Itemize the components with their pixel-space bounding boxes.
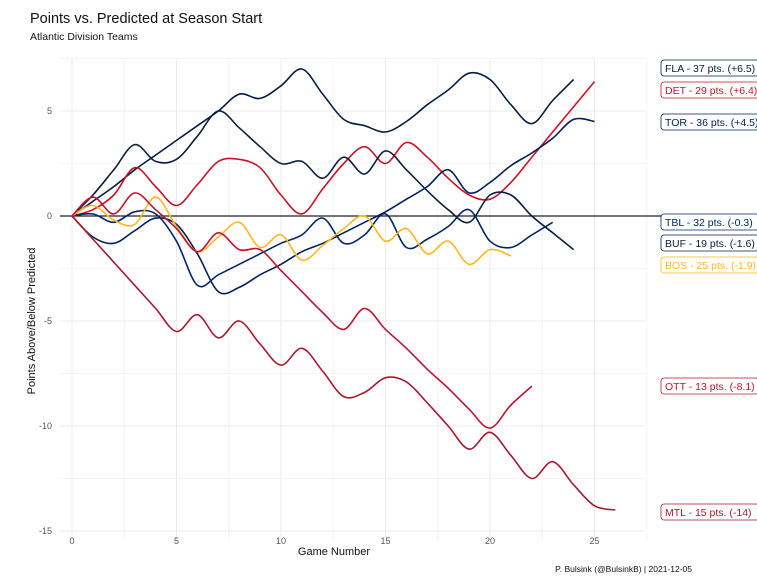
end-label-box (660, 81, 757, 99)
end-label-text: OTT - 13 pts. (-8.1) (665, 381, 755, 393)
series-line-tbl (71, 208, 554, 288)
y-axis-ticks: 5 0 -5 -10 -15 (39, 106, 52, 536)
end-label-box (660, 377, 757, 395)
series-line-fla (71, 68, 575, 217)
end-label-box (660, 256, 757, 274)
end-label-mtl: MTL - 15 pts. (-14) (660, 503, 757, 521)
series-line-bos (71, 196, 512, 266)
end-label-box (660, 59, 757, 77)
y-axis-label: Points Above/Below Predicted (26, 248, 38, 395)
x-tick-label: 15 (380, 536, 390, 546)
series-line-det (71, 81, 596, 217)
end-label-box (660, 213, 757, 231)
end-label-text: TOR - 36 pts. (+4.5) (665, 117, 757, 129)
grid (60, 58, 648, 540)
end-label-text: DET - 29 pts. (+6.4) (665, 85, 757, 97)
y-tick-label: 5 (47, 106, 52, 116)
end-label-box (660, 234, 757, 252)
series-line-tor (71, 117, 595, 295)
x-tick-label: 0 (69, 536, 74, 546)
end-label-text: BUF - 19 pts. (-1.6) (665, 238, 755, 250)
y-tick-label: -15 (39, 526, 52, 536)
chart-caption: P. Bulsink (@BulsinkB) | 2021-12-05 (555, 564, 692, 574)
end-label-text: MTL - 15 pts. (-14) (665, 507, 752, 519)
chart-subtitle: Atlantic Division Teams (30, 31, 138, 43)
series-line-mtl (71, 215, 616, 511)
series-line-ott (71, 192, 533, 429)
end-label-tbl: TBL - 32 pts. (-0.3) (660, 213, 757, 231)
y-tick-label: 0 (47, 211, 52, 221)
x-tick-label: 20 (485, 536, 495, 546)
end-label-text: BOS - 25 pts. (-1.9) (665, 260, 756, 272)
y-tick-label: -5 (44, 316, 52, 326)
x-axis-label: Game Number (298, 546, 370, 558)
end-label-fla: FLA - 37 pts. (+6.5) (660, 59, 757, 77)
x-tick-label: 10 (276, 536, 286, 546)
x-axis-ticks: 0 5 10 15 20 25 (69, 536, 599, 546)
end-label-ott: OTT - 13 pts. (-8.1) (660, 377, 757, 395)
end-labels: FLA - 37 pts. (+6.5) DET - 29 pts. (+6.4)… (660, 59, 757, 521)
series-line-buf (71, 110, 575, 251)
end-label-tor: TOR - 36 pts. (+4.5) (660, 113, 757, 131)
chart-title: Points vs. Predicted at Season Start (30, 11, 262, 27)
end-label-text: FLA - 37 pts. (+6.5) (665, 63, 755, 75)
x-tick-label: 5 (174, 536, 179, 546)
end-label-buf: BUF - 19 pts. (-1.6) (660, 234, 757, 252)
y-tick-label: -10 (39, 421, 52, 431)
end-label-bos: BOS - 25 pts. (-1.9) (660, 256, 757, 274)
end-label-det: DET - 29 pts. (+6.4) (660, 81, 757, 99)
series-lines (71, 68, 616, 511)
end-label-text: TBL - 32 pts. (-0.3) (665, 217, 753, 229)
end-label-box (660, 503, 757, 521)
x-tick-label: 25 (589, 536, 599, 546)
end-label-box (660, 113, 757, 131)
